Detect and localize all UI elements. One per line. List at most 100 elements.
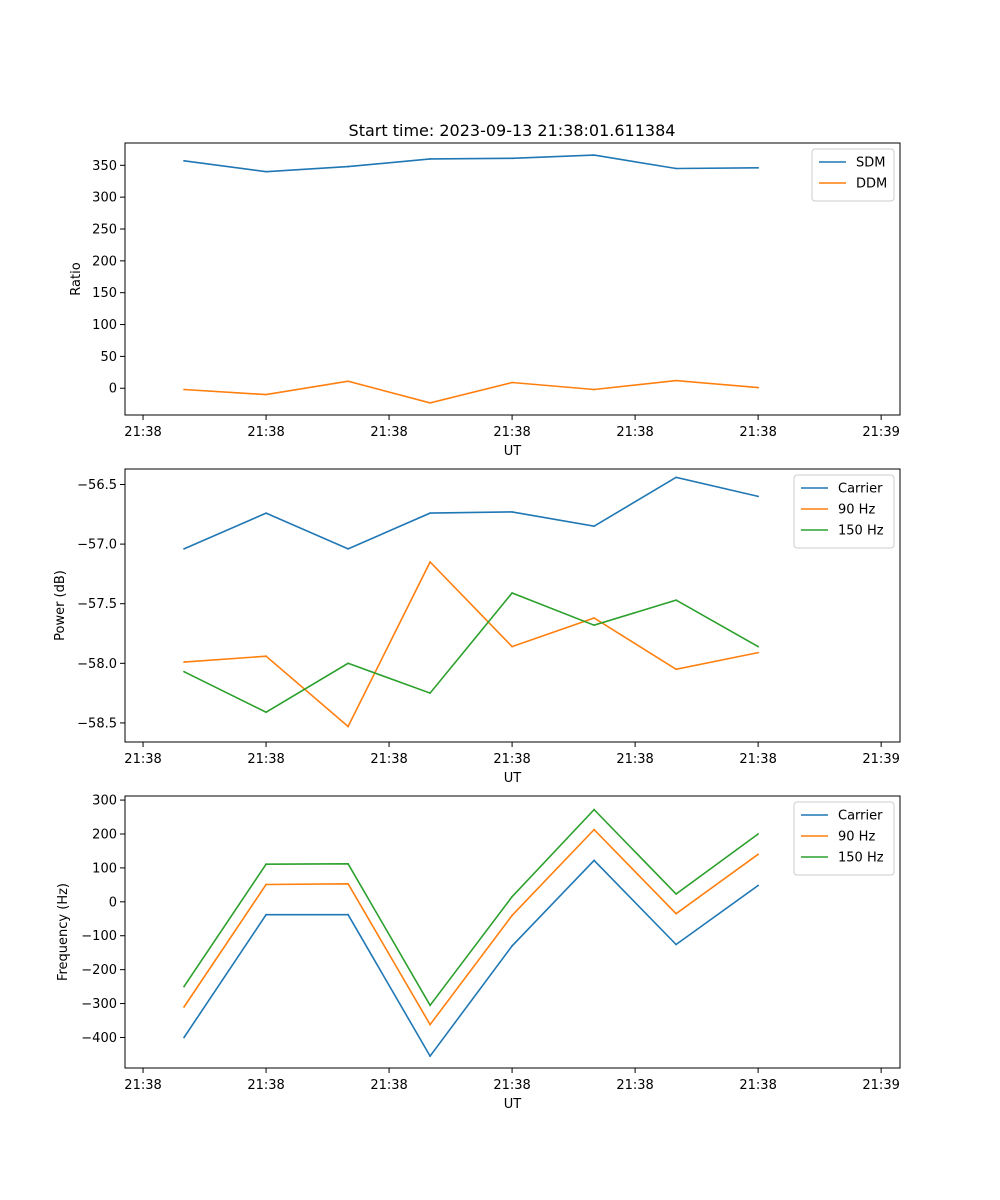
chart-3-series-2-line (183, 828, 759, 1027)
chart-2-plot-frame (124, 468, 901, 743)
chart-3-legend-label: 150 Hz (838, 851, 884, 866)
chart-2-legend-label: 150 Hz (838, 524, 884, 539)
chart-1-series-2-line (183, 379, 759, 404)
chart-1-series-1-point (265, 170, 267, 173)
chart-1-series-2-point (675, 379, 678, 382)
chart-3-series-1-point (757, 884, 760, 887)
chart-3-series-3-line (183, 808, 759, 1007)
chart-2-y-tick-label: −58.5 (77, 716, 117, 731)
chart-3-plot-frame (124, 795, 901, 1069)
chart-3-series-3-point (675, 893, 678, 895)
chart-2-series-2-point (675, 668, 678, 671)
chart-2-x-tick-label: 21:38 (124, 752, 161, 767)
chart-1-y-tick-label: 300 (92, 191, 117, 206)
chart-3-x-axis-label: UT (504, 1097, 522, 1112)
chart-2-series-1-point (183, 547, 185, 550)
chart-2-series-1-point (429, 512, 431, 515)
chart-3-x-tick-label: 21:38 (370, 1078, 407, 1093)
chart-2-x-tick-label: 21:38 (739, 752, 776, 767)
chart-2-series-1-point (265, 512, 267, 515)
chart-3-series-1-point (511, 945, 513, 947)
chart-1-series-1-point (183, 159, 185, 162)
chart-3-series-3-point (265, 863, 267, 866)
chart-1-series-2-point (183, 388, 185, 391)
chart-1-y-tick-label: 150 (92, 286, 117, 301)
chart-3-series-1-point (429, 1055, 431, 1058)
chart-3-series-3-point (429, 1004, 431, 1007)
chart-3-legend-label: 90 Hz (838, 830, 875, 845)
chart-2-series-1-point (675, 476, 678, 479)
chart-2-y-axis-label: Power (dB) (53, 570, 68, 641)
chart-2-series-3-point (265, 711, 267, 714)
chart-3-x-tick-label: 21:38 (739, 1078, 776, 1093)
chart-3-y-tick-label: −100 (81, 929, 117, 944)
chart-1-x-tick-label: 21:38 (739, 425, 776, 440)
chart-1-x-tick-label: 21:38 (247, 425, 284, 440)
chart-2-legend-label: 90 Hz (838, 503, 875, 518)
chart-3-series-1-line (183, 859, 759, 1058)
chart-2-series-1-line (183, 476, 759, 550)
chart-1-x-tick-label: 21:39 (862, 425, 899, 440)
chart-2-series-3-point (347, 662, 349, 665)
chart-1-y-tick-label: 50 (100, 350, 117, 365)
chart-3-legend-label: Carrier (838, 809, 883, 824)
chart-3-series-1-point (675, 943, 678, 946)
chart-3-series-2-point (675, 912, 678, 915)
chart-1-plot-frame (124, 142, 901, 416)
chart-3-series-3-point (183, 985, 185, 988)
chart-2-y-tick-label: −58.0 (77, 657, 117, 672)
chart-2-legend-label: Carrier (838, 482, 883, 497)
chart-3-series-1-point (265, 913, 267, 916)
chart-2-y-tick-label: −57.0 (77, 538, 117, 553)
chart-2-series-3-point (429, 692, 431, 695)
chart-2-series-2-point (265, 655, 267, 658)
chart-1-series-2-point (757, 386, 760, 389)
chart-3-y-tick-label: 0 (109, 895, 117, 910)
chart-2-series-2-line (183, 560, 759, 728)
chart-2-y-tick-label: −57.5 (77, 597, 117, 612)
chart-2-y-tick-label: −56.5 (77, 478, 117, 493)
chart-3-series-3-point (511, 895, 513, 898)
chart-1-x-tick-label: 21:38 (370, 425, 407, 440)
chart-1-series-2-point (347, 380, 349, 383)
chart-1-y-tick-label: 350 (92, 159, 117, 174)
chart-2-x-tick-label: 21:38 (247, 752, 284, 767)
chart-3-series-3-point (593, 808, 596, 811)
chart-3-x-tick-label: 21:38 (616, 1078, 653, 1093)
chart-1-series-1-point (347, 165, 349, 168)
chart-3-x-tick-label: 21:38 (493, 1078, 530, 1093)
chart-1-y-tick-label: 0 (109, 382, 117, 397)
chart-2-series-3-point (675, 599, 678, 602)
chart-2-series-3-point (757, 645, 760, 648)
chart-3-x-tick-label: 21:38 (247, 1078, 284, 1093)
chart-1-series-2-point (265, 393, 267, 396)
figure-title: Start time: 2023-09-13 21:38:01.611384 (349, 121, 676, 140)
chart-1-y-axis-label: Ratio (69, 262, 84, 295)
chart-2-series-2-point (757, 651, 760, 654)
chart-1-series-2-point (593, 388, 596, 391)
chart-3-y-tick-label: 300 (92, 794, 117, 809)
chart-3-series-2-point (757, 853, 760, 856)
chart-3-series-1-point (593, 859, 596, 862)
chart-2-x-tick-label: 21:39 (862, 752, 899, 767)
chart-2-series-2-point (429, 561, 431, 563)
chart-1-series-1-point (429, 158, 431, 160)
chart-3-series-1-point (183, 1036, 185, 1039)
chart-1-series-1-point (675, 167, 678, 170)
chart-3-y-tick-label: 200 (92, 827, 117, 842)
chart-3-series-2-point (183, 1006, 185, 1008)
chart-2-series-1-point (511, 511, 513, 513)
chart-1-series-1-line (183, 154, 759, 173)
chart-3-series-3-point (757, 833, 760, 835)
chart-1-legend-label: SDM (856, 156, 885, 171)
chart-2-x-axis-label: UT (504, 771, 522, 786)
chart-1-series-1-point (593, 154, 596, 157)
chart-2-series-1-point (347, 547, 349, 550)
chart-2-series-3-point (511, 592, 513, 594)
chart-1-series-2-point (511, 381, 513, 384)
chart-3-series-2-point (511, 914, 513, 917)
chart-3-x-tick-label: 21:38 (124, 1078, 161, 1093)
chart-1-series-1-point (757, 166, 760, 169)
chart-1-legend-label: DDM (856, 177, 887, 192)
